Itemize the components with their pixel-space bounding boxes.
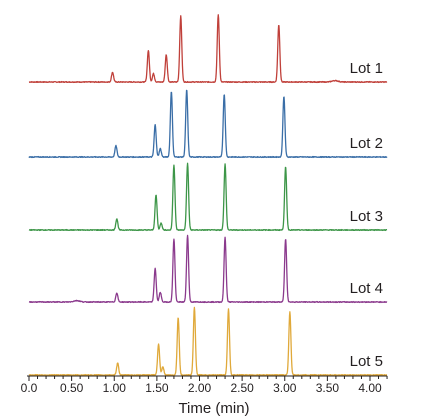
series-label-lot-3: Lot 3 — [350, 208, 383, 225]
trace-lot-1 — [28, 14, 388, 84]
x-axis-title: Time (min) — [178, 400, 249, 417]
x-tick-label: 1.00 — [103, 381, 127, 395]
trace-lot-5 — [28, 306, 388, 377]
x-tick-label: 2.50 — [230, 381, 254, 395]
series-label-lot-1: Lot 1 — [350, 60, 383, 77]
series-label-lot-4: Lot 4 — [350, 280, 383, 297]
x-axis-ticks: 0.0 0.50 1.00 1.50 2.00 2.50 3.00 3.50 4.00 — [21, 376, 388, 395]
trace-lot-4 — [28, 234, 388, 304]
trace-lot-2 — [28, 89, 388, 159]
x-axis: 0.0 0.50 1.00 1.50 2.00 2.50 3.00 3.50 4.00 Time… — [21, 375, 388, 417]
x-tick-label: 0.50 — [60, 381, 84, 395]
x-tick-label: 2.00 — [188, 381, 212, 395]
x-tick-label: 1.50 — [145, 381, 169, 395]
trace-lot-3 — [28, 162, 388, 232]
chromatogram-traces — [28, 14, 388, 377]
series-label-lot-5: Lot 5 — [350, 353, 383, 370]
series-label-lot-2: Lot 2 — [350, 135, 383, 152]
x-tick-label: 0.0 — [21, 381, 38, 395]
x-tick-label: 3.50 — [316, 381, 340, 395]
lot-labels: Lot 1 Lot 2 Lot 3 Lot 4 Lot 5 — [350, 60, 383, 370]
x-tick-label: 4.00 — [358, 381, 382, 395]
x-tick-label: 3.00 — [273, 381, 297, 395]
